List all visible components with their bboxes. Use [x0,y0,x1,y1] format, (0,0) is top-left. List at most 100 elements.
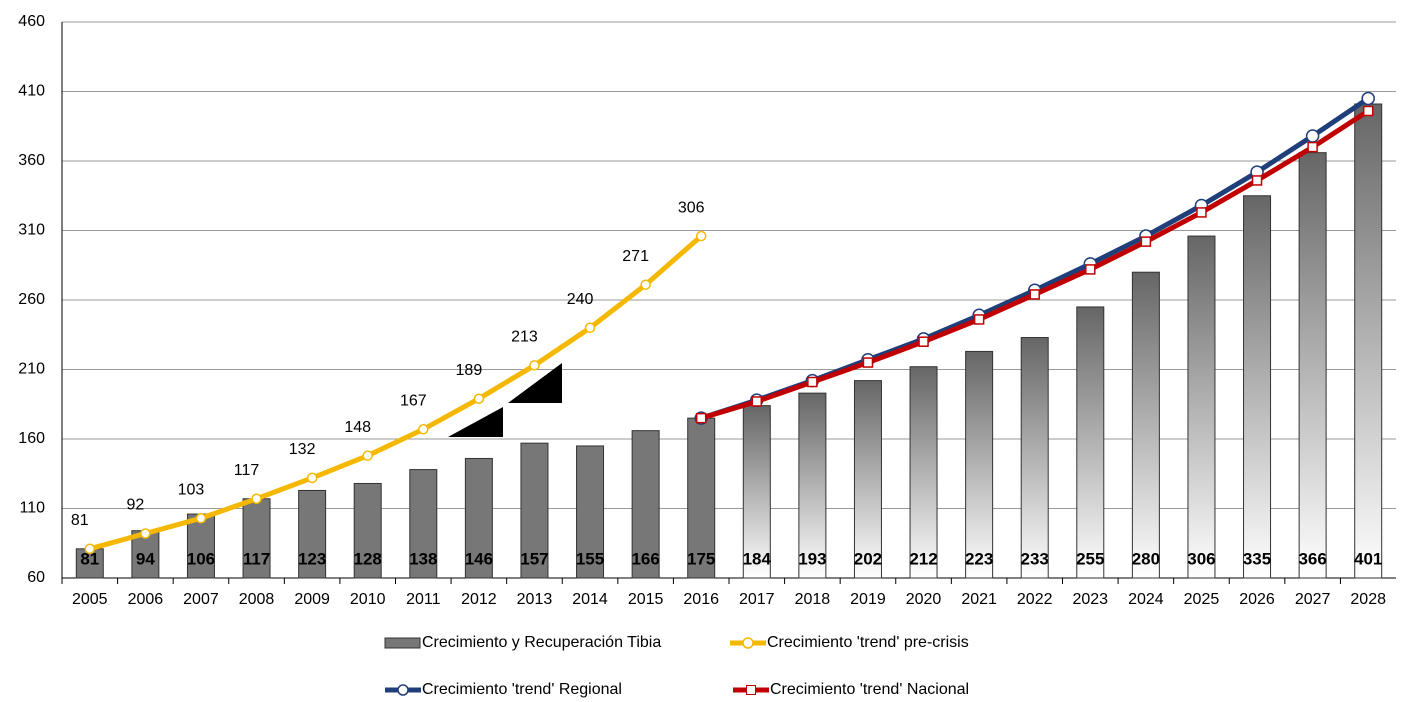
bar [1020,337,1049,579]
bar-value-label: 212 [909,549,937,568]
bar-value-label: 117 [243,549,270,568]
marker [195,512,207,524]
marker [695,230,707,242]
bar [409,469,438,579]
x-tick-label: 2006 [128,591,164,608]
bar [853,380,882,579]
bar-value-label: 202 [854,549,882,568]
y-tick-label: 260 [18,291,45,308]
bar [631,430,660,579]
marker [1251,175,1263,186]
marker [1362,105,1374,117]
bar [186,513,215,579]
marker [640,279,651,290]
legend-label: Crecimiento y Recuperación Tibia [422,634,661,651]
x-tick-label: 2027 [1295,591,1331,608]
bar-value-label: 175 [687,549,715,568]
x-tick-label: 2013 [517,591,553,608]
bar-value-label: 138 [409,549,437,568]
y-tick-label: 160 [18,430,45,447]
decor-triangle [508,363,562,403]
bar-value-label: 146 [465,549,493,568]
x-tick-label: 2017 [739,591,775,608]
bar [742,405,771,579]
bar-value-label: 223 [965,549,993,568]
legend-swatch [384,637,421,649]
marker [1361,91,1375,106]
bar-value-label: 401 [1354,549,1382,568]
marker [473,393,485,404]
legend-label: Crecimiento 'trend' Regional [422,681,622,698]
bar-value-label: 335 [1243,549,1271,568]
line-value-label: 103 [178,481,205,498]
legend-marker [746,685,756,695]
x-tick-label: 2024 [1128,591,1164,608]
y-tick-label: 410 [18,83,45,100]
bar [1298,152,1327,579]
line-value-label: 213 [511,329,538,346]
x-tick-label: 2012 [461,591,497,608]
x-tick-label: 2021 [961,591,997,608]
marker [1085,264,1096,275]
marker [584,322,596,334]
x-tick-label: 2020 [906,591,942,608]
bar [798,392,827,579]
bar-value-label: 123 [298,549,326,568]
bar [1076,306,1105,579]
marker [1029,289,1040,300]
x-tick-label: 2018 [795,591,831,608]
x-tick-label: 2028 [1350,591,1386,608]
x-tick-label: 2010 [350,591,386,608]
legend-marker [742,637,754,649]
bar-value-label: 106 [187,549,215,568]
marker [1307,141,1318,153]
x-tick-label: 2016 [683,591,719,608]
x-tick-label: 2025 [1184,591,1220,608]
line-value-label: 148 [344,419,371,436]
y-tick-label: 110 [19,500,45,517]
x-tick-label: 2009 [294,591,330,608]
marker [529,360,540,371]
marker [807,376,818,388]
line-value-label: 132 [289,441,316,458]
marker [695,412,707,424]
marker [362,450,373,461]
y-tick-label: 210 [18,361,45,378]
marker [140,528,151,539]
bar [965,350,994,579]
bar-value-label: 255 [1076,549,1104,568]
line-value-label: 117 [234,462,260,479]
line-value-label: 92 [126,497,144,514]
x-tick-label: 2005 [72,591,108,608]
marker [84,543,96,555]
bar-value-label: 233 [1021,549,1049,568]
line-value-label: 306 [678,199,705,216]
marker [1305,129,1320,143]
y-tick-label: 360 [18,152,45,169]
bar-value-label: 306 [1187,549,1215,568]
x-tick-label: 2007 [183,591,219,608]
x-tick-label: 2015 [628,591,664,608]
bar [298,489,327,579]
bar [1354,103,1383,579]
bar-value-label: 155 [576,549,604,568]
marker [862,357,874,368]
marker [251,493,262,505]
x-tick-label: 2026 [1239,591,1275,608]
bar [909,366,938,579]
line-value-label: 167 [400,392,427,409]
legend-marker [397,684,409,696]
x-tick-label: 2014 [572,591,608,608]
x-tick-label: 2023 [1072,591,1108,608]
x-tick-label: 2022 [1017,591,1053,608]
bar-value-label: 128 [354,549,382,568]
x-tick-label: 2019 [850,591,886,608]
line-value-label: 271 [622,248,649,265]
y-tick-label: 60 [27,569,45,586]
marker [1140,236,1152,247]
marker [751,396,763,407]
bar [353,482,382,579]
bar-value-label: 193 [798,549,826,568]
y-tick-label: 460 [18,13,45,30]
